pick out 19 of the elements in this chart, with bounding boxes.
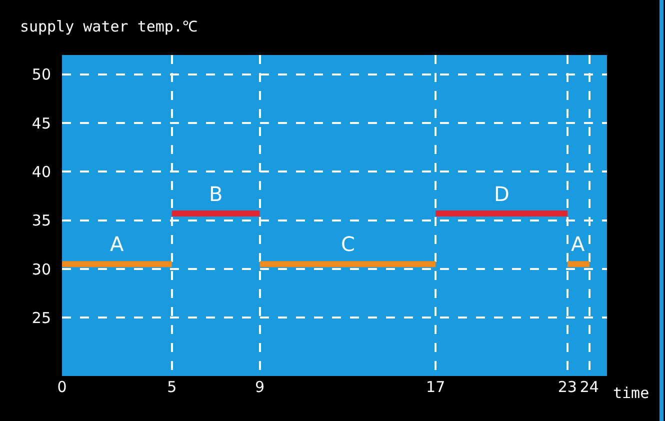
annotation: A <box>110 232 124 256</box>
x-tick-label: 17 <box>426 378 446 396</box>
annotation: B <box>209 182 223 206</box>
x-axis-title: time <box>613 384 650 402</box>
y-tick-label: 25 <box>32 308 51 327</box>
x-tick-label: 5 <box>167 378 177 396</box>
y-tick-label: 45 <box>32 114 51 132</box>
y-tick-label: 40 <box>32 162 51 181</box>
x-tick-label: 9 <box>255 378 265 396</box>
x-tick-label: 0 <box>57 378 67 396</box>
y-tick-label: 50 <box>32 66 51 84</box>
y-tick-label: 35 <box>32 212 51 230</box>
chart-title: supply water temp.℃ <box>20 18 198 36</box>
annotation: C <box>341 232 355 256</box>
annotation: D <box>494 182 510 206</box>
annotation: A <box>571 232 585 256</box>
x-tick-label: 24 <box>580 378 599 396</box>
y-tick-label: 30 <box>32 260 51 278</box>
x-tick-label: 23 <box>558 378 577 396</box>
